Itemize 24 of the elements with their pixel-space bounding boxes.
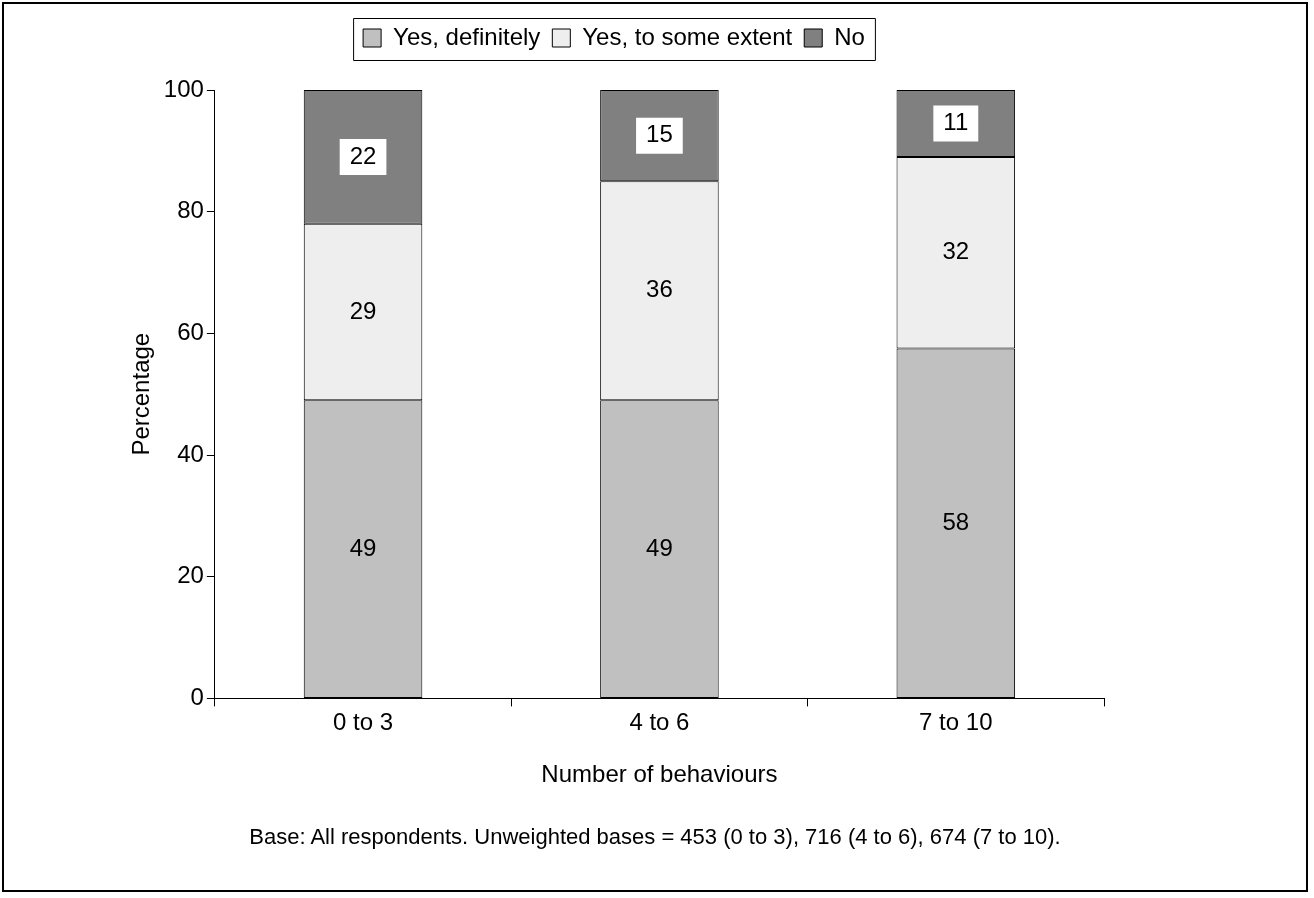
data-label: 49: [349, 533, 377, 561]
y-tick-label: 80: [177, 196, 204, 224]
text: Base: All respondents. Unweighted bases = 453 (0 to 3), 716 (4 to 6), 674 (7 to 10).: [248, 824, 1062, 850]
legend-label: Yes, definitely: [393, 22, 541, 50]
data-label: 32: [942, 237, 970, 265]
y-tick-label: 60: [177, 317, 204, 345]
x-axis-title: Number of behaviours: [541, 760, 778, 788]
data-label: 58: [942, 507, 970, 535]
x-tick-label: 4 to 6: [629, 708, 690, 736]
data-label: 36: [646, 275, 673, 303]
legend-label: No: [834, 22, 865, 50]
data-label: 49: [646, 533, 673, 561]
data-label: 29: [349, 296, 377, 324]
legend-label: Yes, to some extent: [582, 22, 793, 50]
x-tick-label: 0 to 3: [333, 708, 394, 736]
y-tick-label: 0: [190, 683, 204, 711]
y-axis-title: Percentage: [127, 332, 155, 456]
y-tick-label: 100: [163, 74, 204, 102]
y-tick-label: 40: [177, 439, 204, 467]
y-tick-label: 20: [177, 561, 204, 589]
x-tick-label: 7 to 10: [919, 708, 993, 736]
data-label: 22: [349, 141, 377, 169]
data-label: 15: [646, 120, 673, 148]
data-label: 11: [943, 108, 969, 136]
